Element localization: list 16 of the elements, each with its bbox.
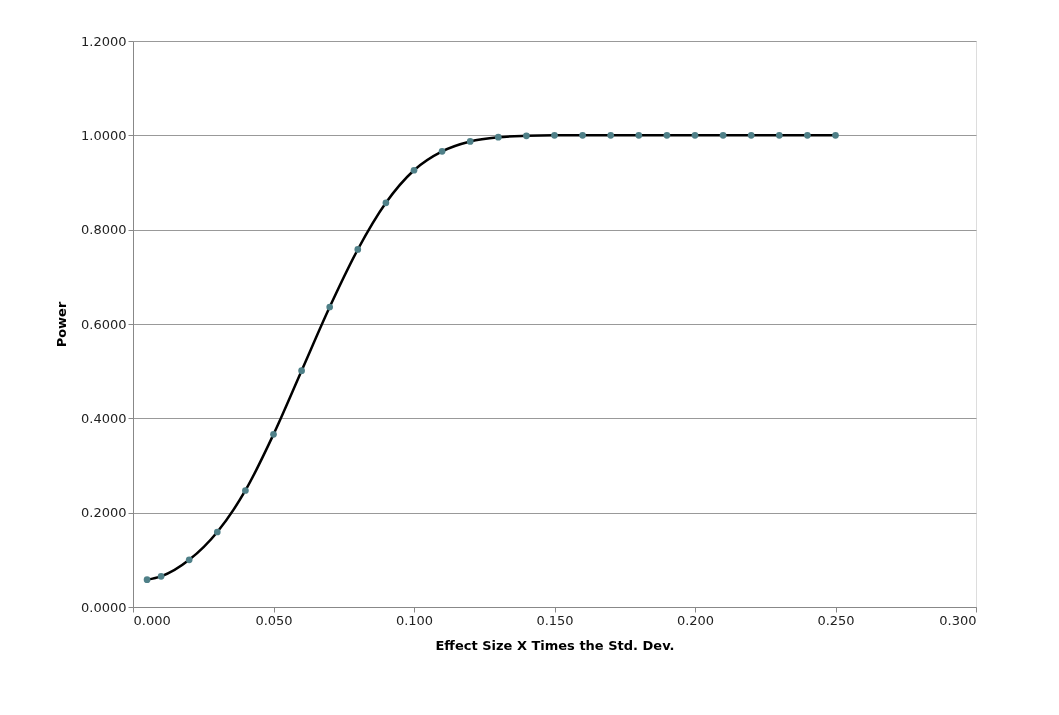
x-tick-label: 0.300 bbox=[939, 612, 977, 628]
x-tick-label: 0.100 bbox=[395, 612, 434, 628]
x-tick-label: 0.150 bbox=[536, 612, 574, 628]
y-tick-label: 1.0000 bbox=[81, 127, 127, 143]
x-tick-label: 0.200 bbox=[676, 612, 715, 628]
y-tick-label: 0.4000 bbox=[81, 410, 127, 426]
y-tick-label: 0.0000 bbox=[81, 599, 127, 615]
x-axis-title: Effect Size X Times the Std. Dev. bbox=[435, 637, 675, 653]
y-tick-label: 0.2000 bbox=[81, 505, 127, 521]
y-axis-title: Power bbox=[54, 301, 70, 348]
x-tick-label: 0.000 bbox=[133, 612, 171, 628]
y-tick-label: 0.8000 bbox=[81, 222, 127, 238]
y-tick-label: 0.6000 bbox=[81, 316, 127, 332]
x-tick-label: 0.250 bbox=[817, 612, 855, 628]
y-tick-label: 1.2000 bbox=[81, 33, 127, 49]
x-tick-label: 0.050 bbox=[255, 612, 293, 628]
